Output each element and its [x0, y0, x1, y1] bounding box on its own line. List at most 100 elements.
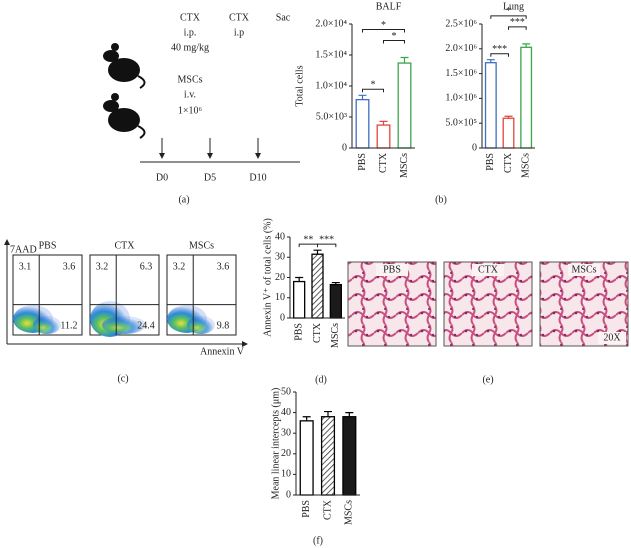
- bar: [329, 283, 342, 319]
- y-tick-label: 5.0×10⁵: [445, 117, 477, 128]
- axis: [351, 24, 415, 149]
- y-tick-label: 0: [342, 142, 347, 153]
- y-tick-label: 10: [281, 469, 291, 480]
- title-backdrop: [568, 264, 600, 276]
- y-tick-label: 2.0×10⁴: [315, 18, 347, 29]
- significance-label: *: [381, 20, 386, 31]
- significance-label: *: [371, 80, 376, 91]
- timeline-diagram: CTX i.p. 40 mg/kg CTX i.p Sac MSCs i.v. …: [103, 12, 300, 183]
- quadrant-value: 6.3: [140, 261, 153, 272]
- flow-title: PBS: [39, 240, 57, 251]
- histology-title: CTX: [478, 264, 499, 275]
- x-tick-label: MSCs: [399, 153, 410, 178]
- treatment-text: i.p.: [184, 27, 197, 38]
- flow-x-label: Annexin V: [200, 346, 245, 357]
- significance-label: *: [392, 31, 397, 42]
- y-tick-label: 1.0×10⁶: [445, 93, 477, 104]
- x-tick-label: PBS: [301, 500, 312, 518]
- histology-title: MSCs: [571, 264, 596, 275]
- bar: [355, 98, 370, 149]
- histology-image: [347, 261, 437, 347]
- quadrant-value: 24.4: [137, 320, 155, 331]
- x-tick-label: CTX: [378, 152, 389, 173]
- chart-title: BALF: [376, 1, 402, 12]
- significance-label: ***: [492, 44, 507, 55]
- significance-label: ***: [319, 234, 334, 245]
- x-tick-label: PBS: [293, 323, 304, 341]
- histology-title: PBS: [383, 264, 401, 275]
- y-tick-label: 5.0×10³: [316, 111, 347, 122]
- significance-bracket: [490, 53, 509, 57]
- panel-label: (d): [315, 374, 327, 385]
- x-tick-label: CTX: [503, 152, 514, 173]
- significance-label: *: [506, 6, 511, 17]
- treatment-text: i.v.: [184, 89, 196, 100]
- error-bar: [313, 249, 322, 255]
- bar: [320, 416, 336, 496]
- significance-bracket: [490, 15, 527, 19]
- axis: [481, 24, 535, 149]
- treatment-text: 40 mg/kg: [171, 42, 209, 53]
- error-bar: [302, 416, 311, 421]
- y-axis-label: Mean linear intercepts (μm): [270, 388, 281, 500]
- y-tick-label: 1.0×10⁴: [315, 80, 347, 91]
- mouse-icon: [103, 93, 146, 139]
- error-bar: [345, 412, 354, 417]
- error-bar: [331, 281, 340, 285]
- day-label: D10: [249, 172, 266, 183]
- treatment-text: i.p: [234, 27, 244, 38]
- title-backdrop: [376, 264, 408, 276]
- bar: [520, 46, 533, 149]
- mouse-icon: [103, 43, 146, 89]
- treatment-text: CTX: [229, 12, 250, 23]
- y-axis-label: Annexin V⁺ of total cells (%): [262, 218, 273, 337]
- x-tick-label: CTX: [312, 322, 323, 343]
- y-tick-label: 2.5×10⁶: [445, 18, 477, 29]
- y-tick-label: 0: [286, 489, 291, 500]
- y-tick-label: 40: [281, 407, 291, 418]
- y-tick-label: 1.5×10⁶: [445, 68, 477, 79]
- x-tick-label: MSCs: [520, 153, 531, 178]
- treatment-text: Sac: [276, 12, 291, 23]
- y-tick-label: 0: [280, 312, 285, 323]
- error-bar: [522, 43, 531, 48]
- label-backdrop: [598, 332, 626, 344]
- bar: [311, 253, 324, 319]
- flow-density: [33, 316, 61, 334]
- panel-label: (f): [313, 535, 323, 546]
- treatment-text: CTX: [180, 12, 201, 23]
- quadrant-value: 3.6: [63, 261, 76, 272]
- x-tick-label: MSCs: [330, 323, 341, 348]
- chart-title: Lung: [503, 1, 524, 12]
- quadrant-value: 3.6: [217, 261, 230, 272]
- bar: [293, 280, 306, 319]
- bar: [502, 117, 515, 149]
- significance-bracket: [383, 39, 405, 44]
- error-bar: [295, 276, 304, 282]
- treatment-text: 1×10⁶: [178, 105, 203, 116]
- day-label: D0: [156, 172, 168, 183]
- panel-label: (c): [117, 373, 128, 384]
- x-tick-label: PBS: [357, 153, 368, 171]
- quadrant-value: 11.2: [60, 320, 77, 331]
- significance-label: ***: [510, 17, 525, 28]
- error-bar: [358, 94, 367, 100]
- significance-bracket: [317, 243, 337, 248]
- significance-label: **: [303, 234, 313, 245]
- flow-title: MSCs: [189, 240, 214, 251]
- y-tick-label: 2.0×10⁶: [445, 43, 477, 54]
- bar: [397, 62, 412, 149]
- axis: [289, 237, 345, 319]
- error-bar: [400, 56, 409, 64]
- y-tick-label: 1.5×10⁴: [315, 49, 347, 60]
- y-tick-label: 10: [275, 292, 285, 303]
- day-label: D5: [204, 172, 216, 183]
- bar: [299, 420, 314, 496]
- bar: [376, 124, 391, 149]
- x-tick-label: PBS: [485, 153, 496, 171]
- flow-y-label: 7AAD: [10, 244, 37, 255]
- panel-label: (e): [482, 374, 493, 385]
- y-tick-label: 50: [281, 386, 291, 397]
- bar: [484, 62, 497, 149]
